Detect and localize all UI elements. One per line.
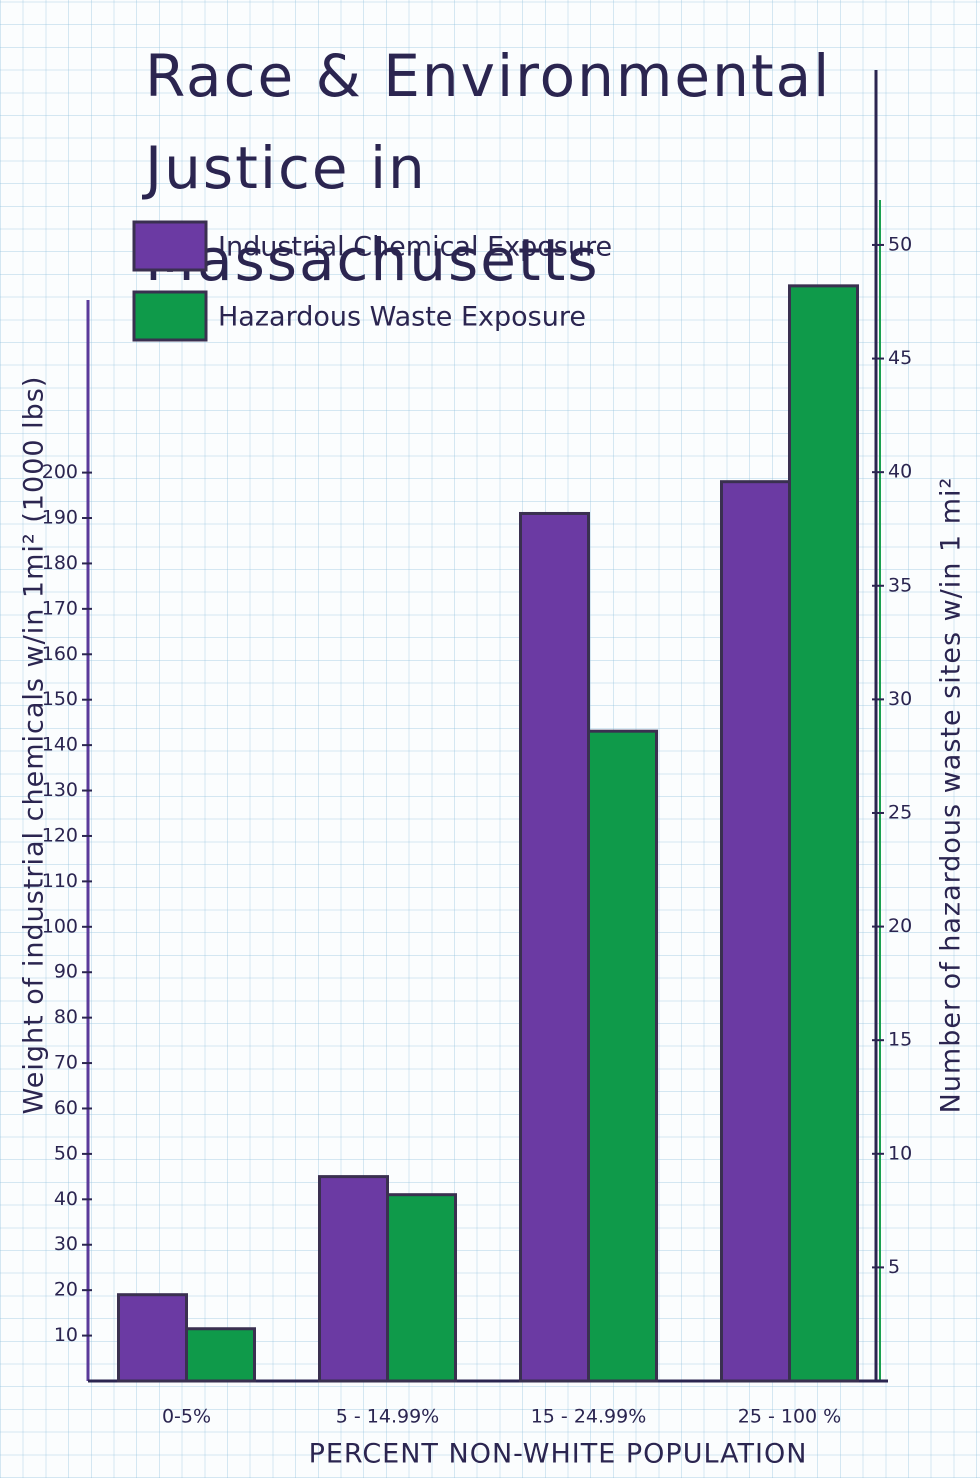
- y2-tick-label: 45: [888, 347, 912, 369]
- y-tick-label: 180: [42, 552, 78, 574]
- bar: [587, 729, 658, 1383]
- x-tick-label: 25 - 100 %: [738, 1406, 841, 1428]
- bar: [117, 1293, 188, 1383]
- y2-tick-label: 40: [888, 461, 912, 483]
- y2-tick-label: 20: [888, 915, 912, 937]
- chart-title: Race & Environmental Justice in Massachu…: [145, 42, 832, 294]
- y-tick-label: 130: [42, 779, 78, 801]
- y-tick-label: 60: [54, 1097, 78, 1119]
- y-tick-label: 40: [54, 1188, 78, 1210]
- y2-tick-label: 10: [888, 1142, 912, 1164]
- y2-tick-label: 35: [888, 574, 912, 596]
- bar: [720, 480, 791, 1383]
- y-tick-label: 190: [42, 507, 78, 529]
- y-tick-label: 30: [54, 1233, 78, 1255]
- y2-tick-label: 30: [888, 688, 912, 710]
- y2-tick-label: 15: [888, 1029, 912, 1051]
- x-tick-label: 5 - 14.99%: [336, 1406, 439, 1428]
- y-tick-label: 170: [42, 597, 78, 619]
- y2-tick-label: 25: [888, 801, 912, 823]
- y-tick-label: 120: [42, 824, 78, 846]
- y-axis-title: Weight of industrial chemicals w/in 1mi²…: [19, 376, 50, 1115]
- legend-label: Industrial Chemical Exposure: [218, 232, 612, 263]
- y-tick-label: 100: [42, 915, 78, 937]
- bar: [519, 511, 590, 1383]
- y-tick-label: 90: [54, 961, 78, 983]
- x-tick-label: 0-5%: [162, 1406, 211, 1428]
- y2-tick-label: 5: [888, 1256, 900, 1278]
- y-tick-label: 10: [54, 1324, 78, 1346]
- y2-axis-title: Number of hazardous waste sites w/in 1 m…: [936, 477, 967, 1114]
- legend-label: Hazardous Waste Exposure: [218, 302, 586, 333]
- x-tick-label: 15 - 24.99%: [531, 1406, 647, 1428]
- y-tick-label: 50: [54, 1142, 78, 1164]
- y-tick-label: 160: [42, 643, 78, 665]
- bar: [788, 284, 859, 1383]
- y-tick-label: 80: [54, 1006, 78, 1028]
- legend-swatch: [132, 290, 208, 342]
- y-tick-label: 110: [42, 870, 78, 892]
- y-tick-label: 140: [42, 734, 78, 756]
- bar: [318, 1175, 389, 1383]
- y-tick-label: 150: [42, 688, 78, 710]
- legend-swatch: [132, 220, 208, 272]
- bar: [386, 1193, 457, 1383]
- y-tick-label: 70: [54, 1052, 78, 1074]
- y-tick-label: 20: [54, 1279, 78, 1301]
- bar: [185, 1327, 256, 1383]
- x-axis-title: PERCENT NON-WHITE POPULATION: [309, 1439, 808, 1470]
- y-tick-label: 200: [42, 461, 78, 483]
- y2-tick-label: 50: [888, 233, 912, 255]
